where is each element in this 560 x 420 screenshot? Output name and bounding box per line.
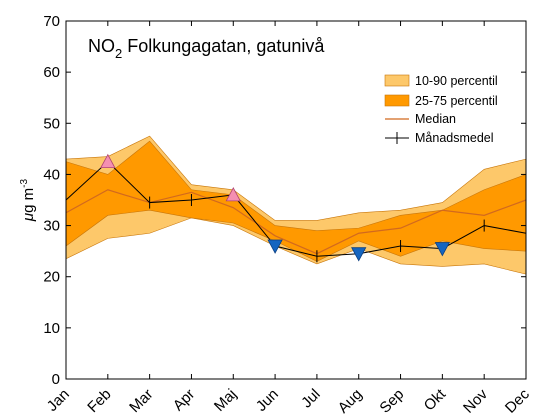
x-tick-label: Jan xyxy=(44,386,73,415)
legend-label-median: Median xyxy=(415,112,456,126)
y-tick-label: 30 xyxy=(43,218,60,235)
x-tick-label: Maj xyxy=(211,386,240,415)
series-lines xyxy=(65,160,527,257)
x-tick-label: Okt xyxy=(421,385,450,414)
legend-label-p10-90: 10-90 percentil xyxy=(415,74,498,88)
low-marker-down-triangle xyxy=(351,247,367,262)
high-marker-up-triangle xyxy=(100,153,116,169)
x-tick-label: Apr xyxy=(170,386,199,415)
y-tick-label: 50 xyxy=(43,115,60,132)
legend-swatch-p10-90 xyxy=(384,74,410,87)
legend: 10-90 percentil 25-75 percentil Median M… xyxy=(384,74,498,145)
y-label-unit: g m xyxy=(20,188,37,213)
y-label-mu: μ xyxy=(20,213,37,222)
y-tick-label: 0 xyxy=(52,371,60,388)
x-tick-label: Feb xyxy=(84,386,114,416)
title-main: NO xyxy=(88,36,115,56)
percentile-bands xyxy=(65,135,527,275)
y-tick-label: 40 xyxy=(43,166,60,183)
title-subscript: 2 xyxy=(115,46,122,61)
median-line xyxy=(65,189,527,255)
title-rest: Folkungagatan, gatunivå xyxy=(122,36,325,56)
monthly-mean-line xyxy=(65,160,527,257)
y-tick-label: 20 xyxy=(43,269,60,286)
x-tick-label: Nov xyxy=(460,385,491,416)
x-tick-label: Aug xyxy=(335,386,366,417)
x-tick-label: Mar xyxy=(126,386,156,416)
chart-title: NO2 Folkungagatan, gatunivå xyxy=(88,36,325,61)
low-marker-down-triangle xyxy=(434,242,451,257)
y-label-exponent: -3 xyxy=(19,179,30,188)
legend-swatch-p25-75 xyxy=(384,94,410,107)
y-tick-label: 10 xyxy=(43,320,60,337)
y-ticks: 0 10 20 30 40 50 60 70 xyxy=(43,13,526,388)
y-tick-label: 70 xyxy=(43,13,60,30)
x-tick-label: Sep xyxy=(376,386,407,417)
plot-frame xyxy=(65,20,527,380)
y-axis-label: μg m-3 xyxy=(19,179,37,223)
x-tick-label: Jun xyxy=(253,386,282,415)
legend-label-monthly: Månadsmedel xyxy=(415,131,494,145)
x-tick-label: Dec xyxy=(502,385,533,416)
axes xyxy=(65,20,527,380)
low-marker-down-triangle xyxy=(267,239,283,254)
y-tick-label: 60 xyxy=(43,64,60,81)
legend-label-p25-75: 25-75 percentil xyxy=(415,94,498,108)
high-marker-up-triangle xyxy=(225,187,241,202)
x-tick-label: Jul xyxy=(298,386,324,412)
